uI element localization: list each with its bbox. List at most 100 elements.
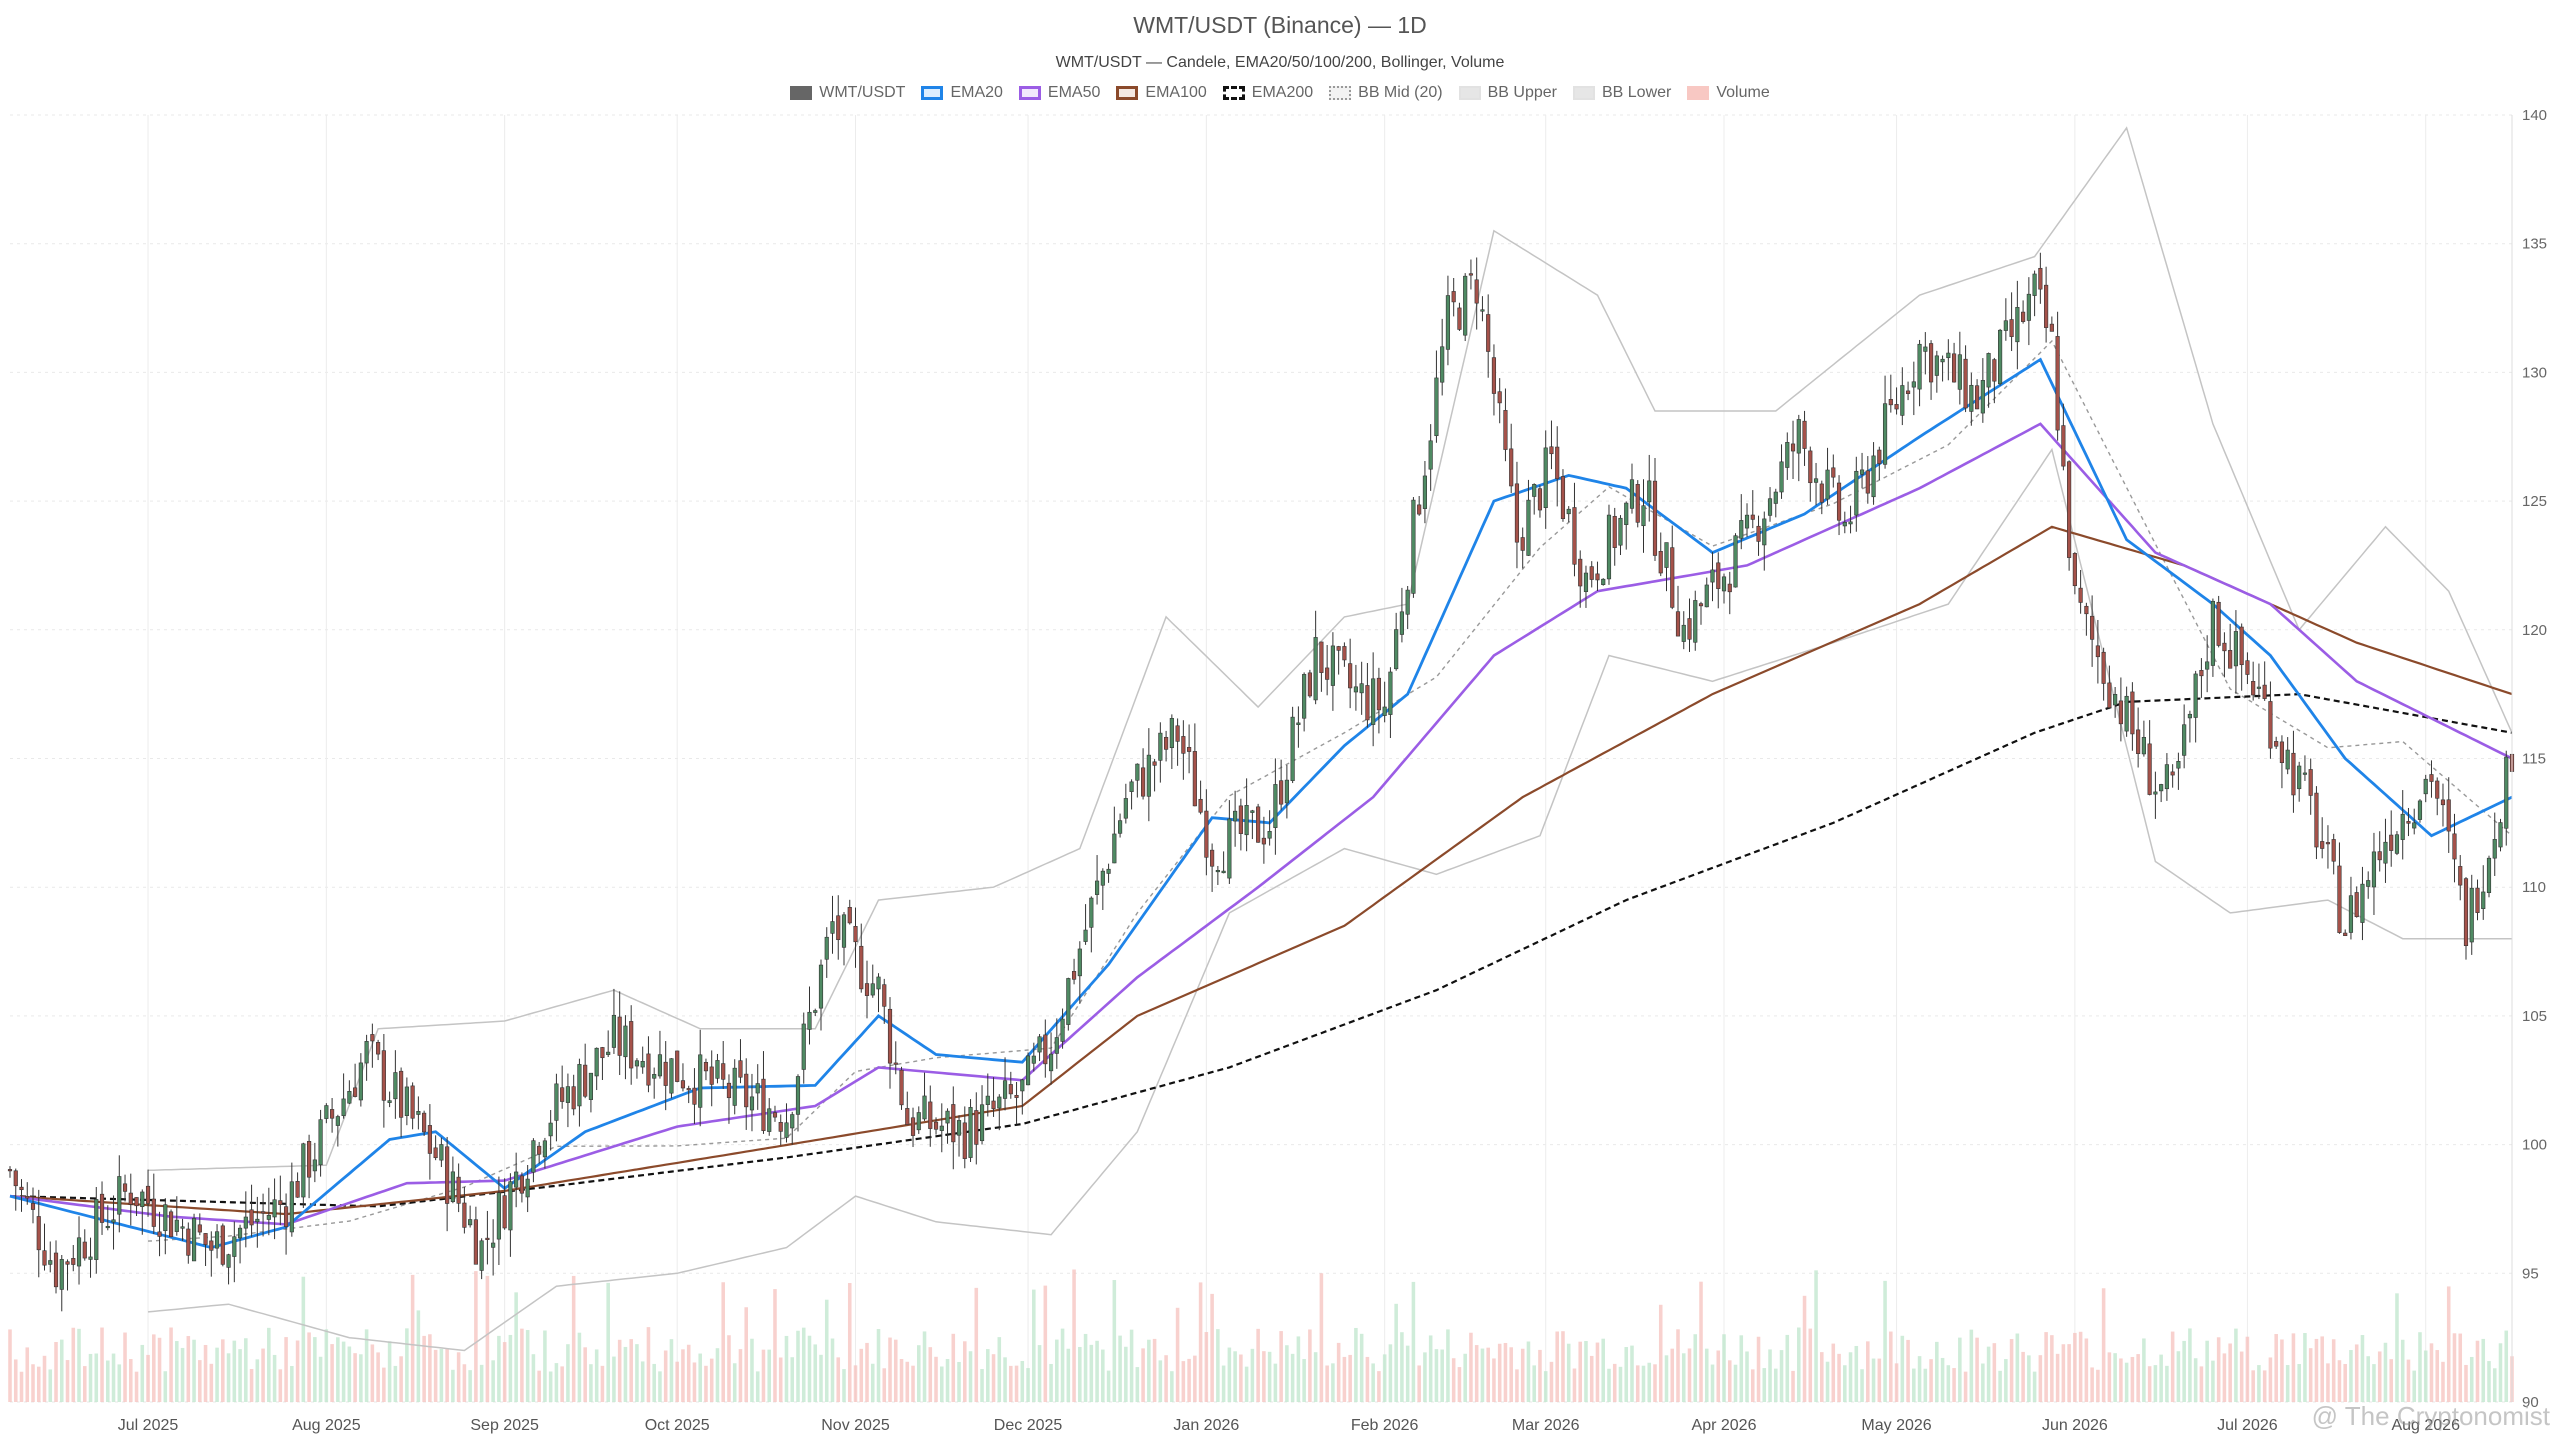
volume-bar [2061,1344,2066,1402]
volume-bar [2498,1343,2503,1402]
candle-body [1474,279,1479,304]
volume-bar [1469,1332,1473,1402]
volume-bar [744,1307,748,1402]
candle-body [278,1200,283,1205]
volume-bar [1630,1345,1634,1402]
volume-bar [876,1329,881,1402]
volume-bar [813,1344,818,1402]
candle-body [2400,813,2405,840]
legend-item-ema20[interactable]: EMA20 [921,84,1003,102]
volume-bar [1290,1353,1295,1402]
candle-body [554,1083,559,1121]
candle-body [617,1016,622,1056]
volume-bar [1768,1349,1772,1402]
candle-body [1917,343,1922,390]
candle-body [2032,273,2037,296]
legend-item-price[interactable]: WMT/USDT [790,84,905,102]
legend-item-volume[interactable]: Volume [1687,84,1770,102]
candle-body [399,1070,404,1118]
candle-body [1934,355,1939,376]
volume-bar [1549,1361,1554,1402]
candle-body [1681,624,1686,642]
candle-body [1854,470,1859,516]
candle-body [795,1076,801,1115]
volume-bar [1940,1357,1945,1402]
volume-bar [48,1369,53,1402]
volume-bar [899,1359,904,1402]
legend-item-bb-mid[interactable]: BB Mid (20) [1329,84,1443,102]
legend-item-ema50[interactable]: EMA50 [1018,84,1100,102]
volume-bar [2021,1351,2025,1402]
volume-bar [1319,1273,1324,1402]
legend-item-bb-upper[interactable]: BB Upper [1458,84,1557,102]
candle-body [42,1250,47,1266]
candle-body [807,1011,812,1030]
volume-bar [2285,1365,2290,1402]
candle-body [583,1064,588,1097]
candle-body [1831,467,1836,478]
candle-body [1670,547,1675,608]
candles[interactable] [7,252,2515,1312]
volume-bar [1129,1329,1134,1402]
candle-body [2107,682,2112,708]
x-tick-label: Jul 2025 [118,1417,179,1434]
volume-bar [318,1356,323,1402]
volume-bar [1227,1347,1232,1402]
volume-bar [934,1356,938,1402]
y-tick-label: 115 [2522,751,2546,768]
candle-body [1031,1055,1036,1064]
volume-bar [152,1334,156,1402]
legend-swatch-bb-upper [1458,86,1481,100]
volume-bar [1279,1331,1283,1402]
candle-body [502,1195,507,1229]
volume-bar [2182,1340,2186,1402]
candle-body [767,1108,772,1132]
candle-body [744,1073,749,1108]
candle-body [1526,499,1531,556]
candle-body [1825,469,1830,500]
volume-bar [2078,1331,2083,1402]
candle-body [180,1226,185,1229]
volume-bar [244,1338,248,1402]
candle-body [59,1259,64,1290]
volume-bar [1170,1371,1174,1402]
candle-body [1215,869,1220,873]
candle-body [450,1171,455,1203]
candle-body [1405,589,1410,615]
volume-bar [1221,1365,1226,1402]
candle-body [1773,491,1778,504]
candle-body [1008,1084,1013,1095]
candle-body [1388,671,1393,715]
volume-bar [1359,1333,1364,1402]
legend-label: EMA20 [950,84,1003,101]
volume-bar [1020,1360,1025,1402]
candle-body [1089,897,1094,928]
candle-body [168,1211,174,1238]
candle-body [933,1121,939,1130]
legend-item-ema100[interactable]: EMA100 [1116,84,1207,102]
legend-item-bb-lower[interactable]: BB Lower [1572,84,1671,102]
candle-body [260,1211,266,1214]
volume-bar [1618,1366,1623,1402]
candle-body [25,1195,30,1199]
candle-body [19,1186,24,1191]
candle-body [761,1078,766,1131]
candle-body [1698,603,1704,607]
volume-bar [2170,1331,2175,1402]
candle-body [726,1082,732,1099]
candle-body [560,1087,565,1102]
volume-bar [2418,1332,2422,1402]
volume-bar [2389,1359,2393,1402]
legend-item-ema200[interactable]: EMA200 [1222,84,1313,102]
volume-bar [157,1337,162,1402]
legend-label: EMA100 [1145,84,1207,101]
x-tick-label: Feb 2026 [1351,1417,1419,1434]
volume-bar [847,1283,852,1402]
legend-swatch-ema100 [1116,86,1139,100]
candle-body [2176,761,2181,769]
candle-body [301,1143,306,1198]
candle-body [1457,307,1462,330]
candle-body [1330,645,1335,686]
volume-bar [65,1360,70,1402]
